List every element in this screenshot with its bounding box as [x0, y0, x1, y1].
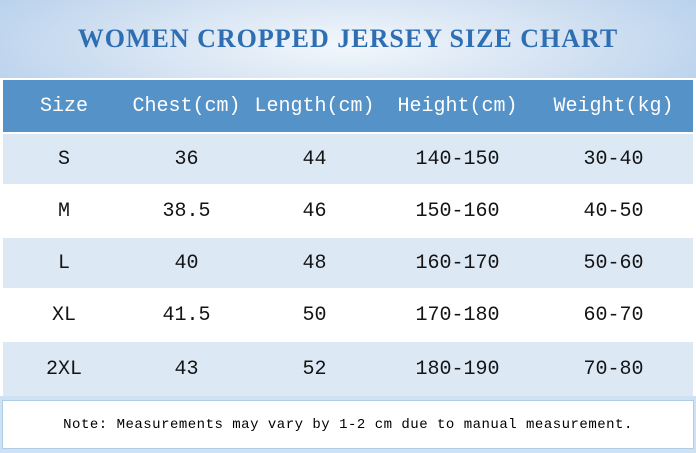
table-cell: 44	[302, 147, 327, 171]
table-cell: 36	[174, 147, 199, 171]
header-cell-weight: Weight(kg)	[553, 94, 674, 118]
size-table: Size Chest(cm) Length(cm) Height(cm) Wei…	[3, 80, 693, 396]
page-title: WOMEN CROPPED JERSEY SIZE CHART	[77, 24, 619, 53]
table-row: S 36 44 140-150 30-40	[3, 134, 693, 184]
table-cell: 150-160	[415, 199, 500, 223]
table-row: M 38.5 46 150-160 40-50	[3, 186, 693, 236]
table-cell: 140-150	[415, 147, 500, 171]
table-cell: 43	[174, 357, 199, 381]
header-cell-chest: Chest(cm)	[132, 94, 241, 118]
table-cell: 46	[302, 199, 327, 223]
table-cell: L	[57, 251, 70, 275]
table-cell: 170-180	[415, 303, 500, 327]
table-cell: 50-60	[583, 251, 644, 275]
table-cell: 40	[174, 251, 199, 275]
table-cell: 160-170	[415, 251, 500, 275]
table-cell: 180-190	[415, 357, 500, 381]
table-row: L 40 48 160-170 50-60	[3, 238, 693, 288]
header-cell-size: Size	[39, 94, 88, 118]
note-band: Note: Measurements may vary by 1-2 cm du…	[0, 396, 696, 453]
table-cell: 30-40	[583, 147, 644, 171]
table-cell: M	[57, 199, 70, 223]
table-header-row: Size Chest(cm) Length(cm) Height(cm) Wei…	[3, 80, 693, 132]
table-cell: 52	[302, 357, 327, 381]
table-cell: 2XL	[45, 357, 82, 381]
table-cell: 40-50	[583, 199, 644, 223]
table-cell: S	[57, 147, 70, 171]
note-text: Note: Measurements may vary by 1-2 cm du…	[63, 416, 633, 433]
table-cell: 50	[302, 303, 327, 327]
table-cell: 38.5	[162, 199, 211, 223]
table-cell: 41.5	[162, 303, 211, 327]
table-cell: 60-70	[583, 303, 644, 327]
table-cell: 48	[302, 251, 327, 275]
note-box: Note: Measurements may vary by 1-2 cm du…	[2, 400, 694, 449]
header-cell-height: Height(cm)	[397, 94, 518, 118]
table-row: 2XL 43 52 180-190 70-80	[3, 342, 693, 396]
table-row: XL 41.5 50 170-180 60-70	[3, 290, 693, 340]
table-cell: 70-80	[583, 357, 644, 381]
header-cell-length: Length(cm)	[254, 94, 375, 118]
table-cell: XL	[51, 303, 76, 327]
title-band: WOMEN CROPPED JERSEY SIZE CHART	[0, 0, 696, 78]
